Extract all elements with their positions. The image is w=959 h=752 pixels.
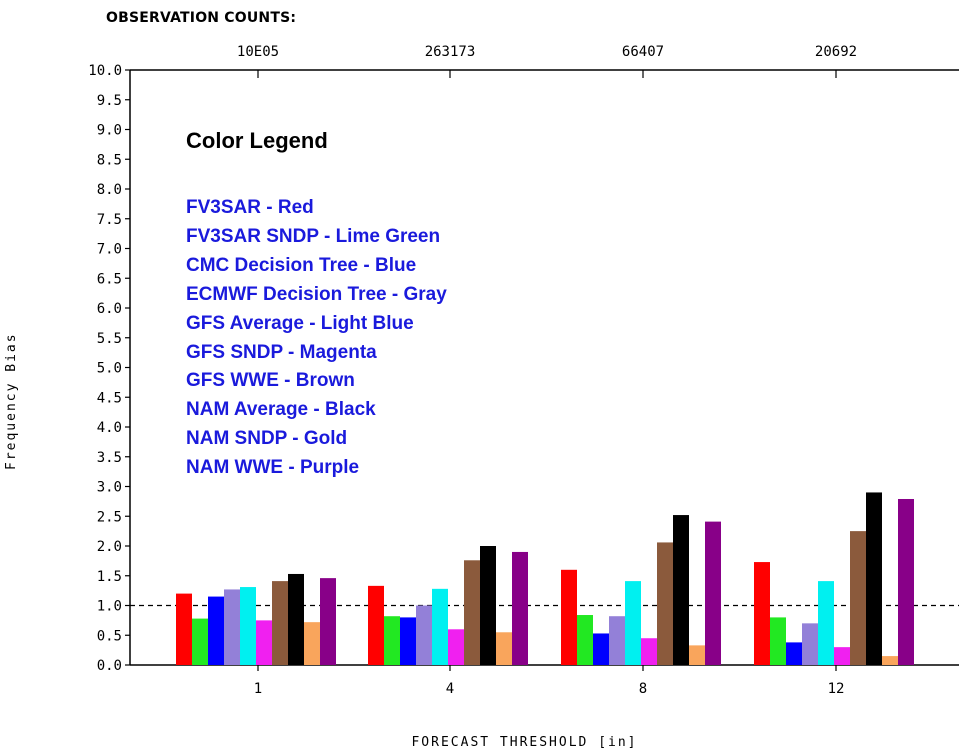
observation-count: 66407 <box>622 44 664 60</box>
y-tick-label: 9.5 <box>97 93 122 109</box>
observation-count: 263173 <box>425 44 476 60</box>
legend-item: CMC Decision Tree - Blue <box>186 254 417 276</box>
y-tick-label: 1.5 <box>97 569 122 585</box>
bar <box>641 638 657 665</box>
x-tick-label: 1 <box>254 681 262 697</box>
y-tick-label: 7.0 <box>97 242 122 258</box>
y-tick-label: 8.0 <box>97 182 122 198</box>
bar <box>432 588 448 665</box>
bar <box>304 622 320 665</box>
y-tick-label: 2.5 <box>97 509 122 525</box>
legend-item: NAM WWE - Purple <box>186 457 360 479</box>
bar <box>384 616 400 665</box>
legend-item: GFS Average - Light Blue <box>186 312 414 334</box>
bar <box>673 515 689 665</box>
legend-item: NAM SNDP - Gold <box>186 428 348 450</box>
bar <box>272 581 288 665</box>
bar <box>256 620 272 665</box>
x-tick-label: 12 <box>828 681 845 697</box>
bar <box>786 642 802 665</box>
bar <box>882 656 898 665</box>
y-tick-label: 2.0 <box>97 539 122 555</box>
bar <box>818 581 834 665</box>
legend-item: FV3SAR - Red <box>186 197 314 218</box>
bar <box>496 632 512 665</box>
bar <box>224 589 240 665</box>
bar <box>561 569 577 665</box>
legend-item: FV3SAR SNDP - Lime Green <box>186 225 441 247</box>
legend-item: GFS WWE - Brown <box>186 370 355 392</box>
y-tick-label: 8.5 <box>97 152 122 168</box>
bar <box>512 551 528 665</box>
bar <box>400 617 416 665</box>
tick-labels: 0.0 0.5 1.0 1.5 2.0 2.5 3.0 3.5 4.0 4.5 5.0 5.5 6.0 6… <box>88 44 857 697</box>
y-tick-label: 0.5 <box>97 628 122 644</box>
y-tick-label: 0.0 <box>97 658 122 674</box>
bar <box>320 578 336 665</box>
bar <box>176 593 192 665</box>
color-legend: Color Legend FV3SAR - Red FV3SAR SNDP - … <box>186 128 447 483</box>
bar <box>689 645 705 665</box>
y-tick-label: 6.5 <box>97 271 122 287</box>
bar <box>754 562 770 665</box>
bar <box>898 498 914 665</box>
y-tick-label: 4.5 <box>97 390 122 406</box>
bar <box>577 615 593 665</box>
x-axis-label: FORECAST THRESHOLD [in] <box>411 735 638 750</box>
bar <box>208 596 224 665</box>
bar <box>416 605 432 665</box>
y-tick-label: 7.5 <box>97 212 122 228</box>
bar <box>480 546 496 665</box>
bar <box>770 617 786 665</box>
bar <box>464 560 480 665</box>
legend-item: ECMWF Decision Tree - Gray <box>186 283 447 305</box>
bar <box>705 521 721 665</box>
bar <box>593 633 609 665</box>
bar <box>625 581 641 665</box>
bar <box>657 542 673 665</box>
bar <box>802 623 818 665</box>
bar <box>368 585 384 665</box>
bar <box>609 616 625 665</box>
bar <box>192 618 208 665</box>
axes <box>125 69 959 671</box>
y-tick-label: 1.0 <box>97 599 122 615</box>
bar <box>834 647 850 665</box>
y-tick-label: 6.0 <box>97 301 122 317</box>
x-tick-label: 8 <box>639 681 647 697</box>
x-tick-label: 4 <box>446 681 454 697</box>
y-tick-label: 4.0 <box>97 420 122 436</box>
legend-item: NAM Average - Black <box>186 399 376 421</box>
observation-count: 20692 <box>815 44 857 60</box>
y-tick-label: 3.0 <box>97 480 122 496</box>
observation-counts-title: OBSERVATION COUNTS: <box>106 10 297 26</box>
bar <box>448 629 464 665</box>
legend-item: GFS SNDP - Magenta <box>186 341 377 363</box>
legend-title: Color Legend <box>186 128 328 153</box>
y-tick-label: 10.0 <box>88 63 122 79</box>
bars <box>176 492 914 665</box>
bar <box>240 587 256 665</box>
y-axis-label: Frequency Bias <box>4 332 19 470</box>
legend-items: FV3SAR - Red FV3SAR SNDP - Lime Green CM… <box>186 194 447 483</box>
y-tick-label: 9.0 <box>97 123 122 139</box>
bar <box>850 531 866 665</box>
y-tick-label: 3.5 <box>97 450 122 466</box>
bar <box>866 492 882 665</box>
bar <box>288 573 304 665</box>
y-tick-label: 5.0 <box>97 361 122 377</box>
observation-count: 10E05 <box>237 44 279 60</box>
y-tick-label: 5.5 <box>97 331 122 347</box>
